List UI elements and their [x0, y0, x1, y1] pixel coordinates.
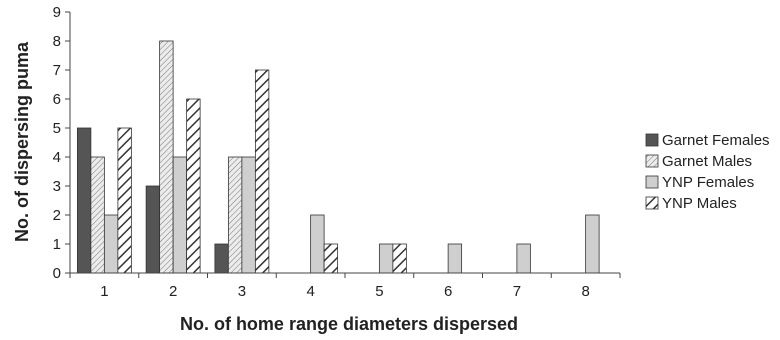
legend-label: Garnet Males: [662, 153, 752, 170]
y-ticks-group: 0 1 2 3 4 5 6 7 8 9: [53, 4, 70, 282]
bar-ynp-females-2: [172, 156, 188, 274]
bar-garnet-males-2: [159, 40, 174, 274]
bar-garnet-males-3: [227, 156, 243, 274]
y-axis-title: No. of dispersing puma: [12, 41, 32, 242]
bar-ynp-males-2: [186, 98, 201, 274]
bar-ynp-males-5: [392, 243, 407, 274]
x-tick-label: 7: [513, 283, 521, 300]
bar-garnet-males-1: [90, 156, 105, 274]
bar-ynp-females-5: [378, 243, 394, 274]
y-tick-label: 2: [53, 207, 61, 224]
bar-ynp-females-6: [447, 243, 463, 274]
x-axis-title: No. of home range diameters dispersed: [180, 314, 518, 334]
x-tick-label: 8: [581, 283, 589, 300]
legend-label: YNP Females: [662, 174, 754, 191]
y-tick-label: 0: [53, 265, 61, 282]
bar-ynp-females-3: [241, 156, 256, 274]
bar-ynp-males-1: [117, 127, 132, 274]
x-ticks-group: 1 2 3 4 5 6 7 8: [69, 273, 621, 300]
bar-garnet-females-3: [214, 243, 229, 274]
x-tick-label: 5: [375, 283, 383, 300]
bar-garnet-females-2: [145, 185, 161, 274]
bars-group: [76, 40, 600, 274]
y-tick-label: 9: [53, 4, 61, 21]
y-tick-label: 3: [53, 178, 61, 195]
bar-garnet-females-1: [76, 127, 92, 274]
bar-ynp-females-7: [516, 243, 531, 274]
legend: Garnet Females Garnet Males YNP Females YNP…: [645, 132, 770, 212]
x-tick-label: 4: [306, 283, 314, 300]
bar-ynp-males-3: [254, 69, 270, 274]
legend-label: YNP Males: [662, 195, 737, 212]
bar-ynp-females-1: [103, 214, 119, 274]
bar-ynp-females-8: [585, 214, 600, 274]
legend-swatch: [645, 133, 659, 147]
y-tick-label: 8: [53, 33, 61, 50]
plot-area: 0 1 2 3 4 5 6 7 8 9 1 2 3 4 5 6 7 8: [53, 4, 621, 300]
legend-swatch: [645, 175, 659, 189]
y-tick-label: 4: [53, 149, 61, 166]
bar-ynp-females-4: [310, 214, 325, 274]
bar-ynp-males-4: [323, 243, 339, 274]
legend-label: Garnet Females: [662, 132, 770, 149]
x-tick-label: 3: [238, 283, 246, 300]
legend-swatch: [645, 196, 659, 210]
y-tick-label: 6: [53, 91, 61, 108]
y-tick-label: 1: [53, 236, 61, 253]
y-tick-label: 5: [53, 120, 61, 137]
legend-swatch: [645, 154, 659, 168]
x-tick-label: 2: [169, 283, 177, 300]
x-tick-label: 6: [444, 283, 452, 300]
x-tick-label: 1: [100, 283, 108, 300]
y-tick-label: 7: [53, 62, 61, 79]
